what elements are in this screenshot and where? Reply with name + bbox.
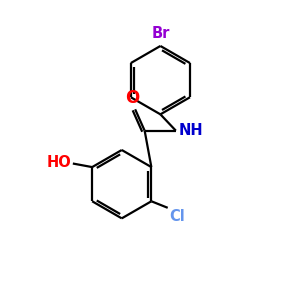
Text: Cl: Cl — [169, 209, 185, 224]
Text: Br: Br — [151, 26, 169, 40]
Text: NH: NH — [178, 123, 203, 138]
Text: HO: HO — [46, 155, 71, 170]
Text: O: O — [125, 89, 139, 107]
